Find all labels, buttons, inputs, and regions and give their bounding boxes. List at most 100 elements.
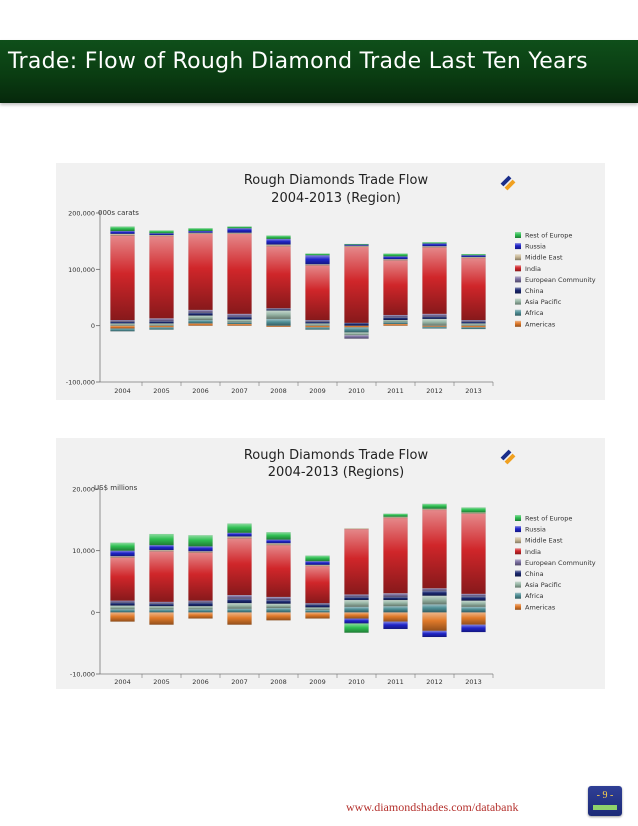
bar-china-2008: [266, 599, 291, 604]
bar-africa-2010: [344, 327, 369, 333]
y-tick-label: 20,000: [72, 486, 95, 494]
bar-middle-east-2009: [305, 264, 330, 266]
bar-middle-east-2006: [188, 551, 213, 553]
bar-european-community-2004: [110, 600, 135, 603]
bar-middle-east-2004: [110, 556, 135, 558]
bar-africa-2012: [422, 604, 447, 613]
bar-rest-of-europe-2013: [461, 253, 486, 256]
bar-china-2013: [461, 596, 486, 601]
bar-americas-2007: [227, 612, 252, 625]
legend-label-india: India: [525, 548, 541, 556]
bar-india-2005: [149, 235, 174, 319]
bar-americas-2004: [110, 325, 135, 329]
x-tick-label: 2013: [465, 387, 482, 395]
legend-label-africa: Africa: [525, 309, 544, 317]
legend-label-european-community: European Community: [525, 276, 596, 284]
bar-european-community-2010: [344, 594, 369, 598]
bar-middle-east-2013: [461, 256, 486, 259]
footer-url[interactable]: www.diamondshades.com/databank: [346, 800, 519, 814]
bar-africa-2006: [188, 609, 213, 613]
page-number: - 9 -: [596, 790, 614, 801]
x-tick-label: 2008: [270, 387, 287, 395]
bar-asia-pacific-2011: [383, 319, 408, 323]
bar-americas-2010: [344, 612, 369, 619]
bar-middle-east-2007: [227, 232, 252, 234]
x-tick-label: 2011: [387, 678, 404, 686]
bar-india-2006: [188, 233, 213, 311]
bar-africa-2005: [149, 327, 174, 330]
y-tick-label: 0: [91, 609, 95, 617]
bar-asia-pacific-2011: [383, 599, 408, 607]
legend-label-india: India: [525, 265, 541, 273]
chart-carats: Rough Diamonds Trade Flow 2004-2013 (Regi…: [56, 163, 605, 400]
bar-rest-of-europe-2004: [110, 542, 135, 551]
bar-asia-pacific-2008: [266, 603, 291, 609]
bar-russia-2006: [188, 546, 213, 552]
bar-russia-2013: [461, 624, 486, 633]
bar-asia-pacific-2005: [149, 323, 174, 326]
y-tick-label: 0: [91, 322, 95, 330]
bar-russia-2007: [227, 532, 252, 537]
legend-swatch-india: [515, 548, 521, 555]
x-tick-label: 2004: [114, 678, 131, 686]
bar-china-2012: [422, 590, 447, 596]
legend-swatch-rest-of-europe: [515, 232, 521, 238]
bar-middle-east-2013: [461, 512, 486, 514]
bar-european-community-2011: [383, 314, 408, 318]
x-tick-label: 2009: [309, 678, 326, 686]
bar-africa-2009: [305, 327, 330, 330]
bar-rest-of-europe-2012: [422, 503, 447, 509]
bar-rest-of-europe-2007: [227, 226, 252, 229]
bar-rest-of-europe-2011: [383, 253, 408, 257]
legend-label-asia-pacific: Asia Pacific: [525, 581, 562, 589]
bar-russia-2005: [149, 233, 174, 236]
bar-middle-east-2011: [383, 259, 408, 261]
legend-swatch-india: [515, 265, 521, 272]
bar-americas-2013: [461, 325, 486, 328]
bar-asia-pacific-2013: [461, 600, 486, 607]
x-tick-label: 2013: [465, 678, 482, 686]
bar-asia-pacific-2006: [188, 315, 213, 321]
legend-swatch-russia: [515, 526, 521, 533]
bar-rest-of-europe-2006: [188, 228, 213, 232]
bar-european-community-2013: [461, 593, 486, 597]
legend-label-russia: Russia: [525, 526, 546, 534]
bar-africa-2013: [461, 606, 486, 613]
bar-russia-2008: [266, 238, 291, 245]
x-tick-label: 2009: [309, 387, 326, 395]
legend-label-americas: Americas: [525, 603, 556, 611]
bar-china-2011: [383, 317, 408, 321]
bar-africa-2009: [305, 609, 330, 613]
y-tick-label: -10,000: [70, 671, 95, 679]
bar-asia-pacific-2010: [344, 332, 369, 336]
bar-india-2006: [188, 552, 213, 601]
bar-rest-of-europe-2008: [266, 532, 291, 540]
bar-india-2004: [110, 557, 135, 601]
bar-middle-east-2011: [383, 516, 408, 519]
bar-china-2009: [305, 604, 330, 608]
bar-americas-2009: [305, 325, 330, 328]
bar-asia-pacific-2009: [305, 607, 330, 611]
x-tick-label: 2006: [192, 678, 209, 686]
bar-european-community-2004: [110, 319, 135, 322]
legend-swatch-china: [515, 287, 521, 294]
bar-russia-2012: [422, 243, 447, 247]
x-tick-label: 2012: [426, 387, 443, 395]
bar-asia-pacific-2013: [461, 323, 486, 326]
legend-swatch-european-community: [515, 559, 521, 566]
x-tick-label: 2008: [270, 678, 287, 686]
bar-americas-2010: [344, 325, 369, 328]
bar-middle-east-2004: [110, 233, 135, 236]
bar-russia-2011: [383, 256, 408, 260]
bar-india-2012: [422, 509, 447, 589]
bar-india-2009: [305, 265, 330, 321]
page-badge-stripe: [593, 805, 617, 810]
bar-rest-of-europe-2012: [422, 242, 447, 244]
bar-americas-2009: [305, 612, 330, 619]
legend-swatch-middle-east: [515, 537, 521, 544]
x-tick-label: 2007: [231, 387, 248, 395]
bar-americas-2013: [461, 612, 486, 625]
bar-india-2008: [266, 246, 291, 309]
chart-svg: Rough Diamonds Trade Flow 2004-2013 (Regi…: [70, 448, 596, 686]
legend-label-rest-of-europe: Rest of Europe: [525, 232, 572, 240]
